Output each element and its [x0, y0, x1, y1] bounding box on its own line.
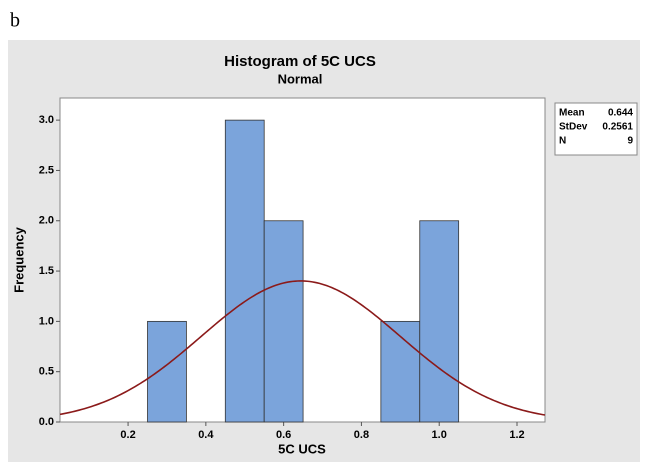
bar — [263, 220, 304, 423]
x-tick-label: 0.8 — [354, 429, 369, 441]
x-tick-label: 0.4 — [198, 429, 214, 441]
bar — [224, 119, 265, 423]
legend-label: N — [559, 136, 566, 147]
legend-label: Mean — [559, 108, 585, 119]
panel-label: b — [10, 10, 20, 32]
bar — [380, 320, 421, 423]
y-tick-label: 2.0 — [39, 215, 54, 227]
normal-curve — [59, 280, 546, 416]
y-tick-label: 2.5 — [39, 164, 54, 176]
chart-subtitle: Normal — [278, 71, 323, 86]
y-tick-label: 0.0 — [39, 416, 54, 428]
x-tick-label: 0.6 — [276, 429, 291, 441]
x-axis-label: 5C UCS — [278, 441, 326, 456]
x-tick-label: 1.0 — [432, 429, 447, 441]
x-tick-label: 1.2 — [509, 429, 524, 441]
legend-value: 9 — [627, 136, 633, 147]
bar — [147, 320, 187, 423]
y-axis-label: Frequency — [11, 226, 26, 293]
y-tick-label: 1.5 — [39, 265, 54, 277]
y-tick-label: 3.0 — [39, 114, 54, 126]
legend-box — [554, 102, 638, 156]
y-tick-label: 0.5 — [39, 366, 54, 378]
y-tick-label: 1.0 — [39, 315, 54, 327]
legend-value: 0.2561 — [602, 122, 633, 133]
chart-title: Histogram of 5C UCS — [224, 53, 376, 70]
legend-label: StDev — [559, 122, 588, 133]
legend-value: 0.644 — [608, 108, 633, 119]
x-tick-label: 0.2 — [120, 429, 135, 441]
bar — [419, 220, 460, 423]
